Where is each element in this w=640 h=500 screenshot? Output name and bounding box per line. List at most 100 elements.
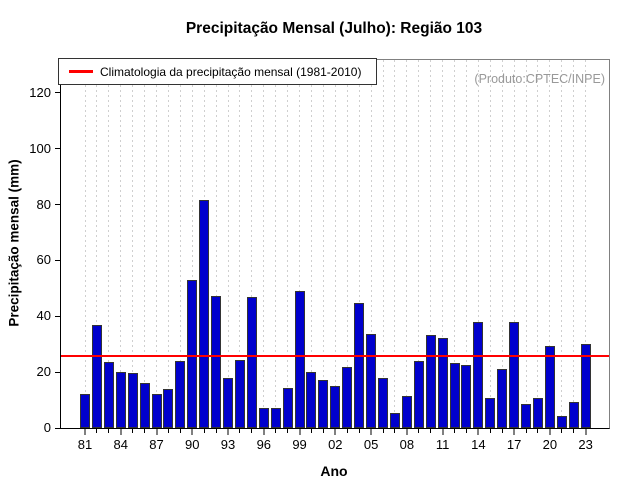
legend-box: Climatologia da precipitação mensal (198… [58,58,377,85]
bar-07 [389,413,400,428]
gridline [382,60,384,428]
x-tick [525,429,527,433]
bar-18 [521,404,532,428]
bar-95 [246,297,257,428]
gridline [167,60,169,428]
gridline [394,60,396,428]
bar-17 [509,322,520,428]
gridline [239,60,241,428]
bar-98 [282,388,293,428]
x-tick [418,429,420,433]
legend-label: Climatologia da precipitação mensal (198… [100,64,362,79]
gridline [489,60,491,428]
gridline [84,60,86,428]
x-tick [298,429,301,435]
bar-09 [413,360,424,428]
y-tick-label: 100 [29,140,51,156]
x-tick [275,429,277,433]
x-tick [203,429,205,433]
gridline [120,60,122,428]
gridline [287,60,289,428]
bar-23 [580,343,591,428]
x-tick-label: 93 [220,437,236,452]
y-tick-label: 40 [36,308,51,324]
gridline [251,60,253,428]
x-tick [251,429,253,433]
climatology-line [61,354,609,357]
y-tick-label: 0 [43,420,51,435]
x-tick [501,429,503,433]
gridline [430,60,432,428]
bar-81 [80,393,90,428]
gridline [132,60,134,428]
bar-15 [485,398,496,428]
y-tick [55,371,61,373]
bar-87 [151,394,162,428]
x-tick [430,429,432,433]
bar-82 [91,325,102,428]
x-tick [561,429,563,433]
bar-11 [437,338,448,428]
x-axis-title: Ano [320,463,348,479]
bar-10 [425,335,436,428]
bar-14 [473,321,484,428]
bar-90 [187,280,198,428]
x-tick-label: 05 [363,437,379,452]
gridline [263,60,265,428]
bar-99 [294,290,305,428]
gridline [501,60,503,428]
x-tick [382,429,384,433]
gridline [561,60,563,428]
x-tick [405,429,408,435]
x-tick [132,429,134,433]
bar-19 [532,398,543,428]
x-tick-label: 90 [185,437,200,452]
x-tick [394,429,396,433]
x-tick [215,429,217,433]
y-axis-title: Precipitação mensal (mm) [6,159,22,327]
gridline [358,60,360,428]
x-tick [155,429,158,435]
y-tick-label: 120 [29,84,51,100]
watermark-text: (Produto:CPTEC/INPE) [474,72,605,86]
y-tick [55,315,61,317]
gridline [573,60,575,428]
y-tick [55,204,61,206]
x-tick [179,429,181,433]
y-tick-label: 20 [36,364,51,380]
x-tick [441,429,444,435]
x-tick-label: 84 [113,437,128,452]
y-tick [55,148,61,150]
bar-91 [199,199,210,428]
gridline [299,60,301,428]
bar-02 [330,386,341,428]
gridline [346,60,348,428]
x-tick [370,429,373,435]
bar-92 [211,295,222,428]
gridline [191,60,193,428]
x-tick-label: 17 [506,437,522,452]
x-tick [227,429,230,435]
gridline [454,60,456,428]
x-tick [537,429,539,433]
gridline [477,60,479,428]
bar-22 [568,402,579,428]
bar-86 [139,382,150,428]
bar-06 [378,378,388,428]
gridline [310,60,312,428]
x-tick [119,429,122,435]
bar-16 [497,369,508,428]
gridline [406,60,408,428]
y-tick-label: 60 [36,252,51,268]
x-tick-label: 20 [542,437,558,452]
bar-89 [175,361,186,428]
bar-08 [401,395,412,428]
y-tick [55,427,61,429]
x-tick [573,429,575,433]
x-tick-label: 99 [292,437,307,452]
x-tick [84,429,86,435]
x-tick [144,429,146,433]
x-tick [513,429,516,435]
x-tick-label: 02 [328,437,343,452]
x-tick [334,429,337,435]
